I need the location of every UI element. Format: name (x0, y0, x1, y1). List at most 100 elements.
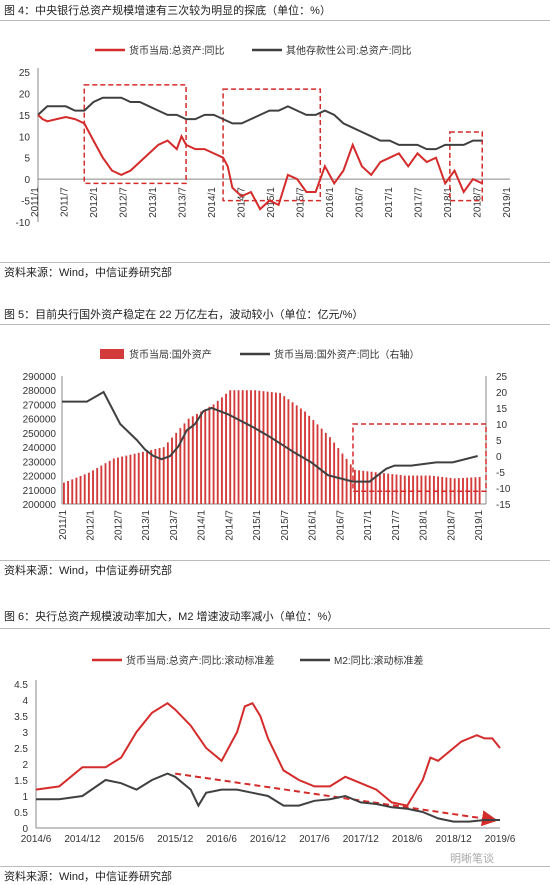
legend-label-series-2: M2:同比:滚动标准差 (334, 654, 423, 667)
bar-foreign-assets (279, 393, 282, 504)
highlight-box (222, 88, 322, 202)
bar-foreign-assets (220, 397, 223, 504)
bar-foreign-assets (137, 452, 140, 504)
x-tick-label: 2018/12 (436, 834, 473, 845)
series-line-m2-std (36, 772, 500, 823)
y2-tick-label: 25 (496, 372, 508, 383)
bar-foreign-assets (399, 475, 402, 504)
x-tick-label: 2019/6 (485, 834, 516, 845)
bar-foreign-assets (283, 396, 286, 504)
x-tick-label: 2016/7 (355, 187, 366, 218)
x-tick-label: 2019/1 (502, 187, 513, 218)
y2-tick-label: -15 (496, 500, 511, 511)
x-tick-label: 2016/1 (325, 187, 336, 218)
bar-foreign-assets (345, 458, 348, 504)
bar-foreign-assets (416, 475, 419, 504)
y-tick-label: 270000 (23, 400, 57, 411)
y2-tick-label: 10 (496, 420, 508, 431)
bar-foreign-assets (150, 449, 153, 504)
y-tick-label: 1 (22, 792, 28, 803)
legend-label-series-1: 货币当局:总资产:同比:滚动标准差 (126, 654, 274, 667)
bar-foreign-assets (374, 472, 377, 504)
y-tick-label: 2.5 (14, 744, 28, 755)
chart-fig5: 货币当局:国外资产 货币当局:国外资产:同比（右轴） 200000 210000 220… (23, 348, 511, 541)
bar-foreign-assets (333, 442, 336, 504)
bar-foreign-assets (358, 470, 361, 504)
y-tick-label: 240000 (23, 443, 57, 454)
x-tick-label: 2018/1 (443, 187, 454, 218)
bar-foreign-assets (187, 418, 190, 504)
legend-swatch-bars (100, 349, 124, 359)
legend-label-series-2: 其他存款性公司:总资产:同比 (286, 44, 412, 57)
y2-tick-label: 0 (496, 452, 502, 463)
x-tick-label: 2017/12 (343, 834, 380, 845)
y2-tick-label: 5 (496, 436, 502, 447)
bar-foreign-assets (316, 424, 319, 504)
x-tick-label: 2016/1 (308, 510, 319, 541)
x-tick-label: 2018/6 (392, 834, 423, 845)
bar-foreign-assets (462, 477, 464, 504)
bar-foreign-assets (229, 390, 232, 504)
trend-arrow (175, 772, 498, 827)
bar-foreign-assets (141, 451, 144, 504)
x-tick-label: 2012/1 (86, 510, 97, 541)
x-tick-label: 2013/7 (169, 510, 180, 541)
bar-foreign-assets (154, 449, 157, 504)
bar-foreign-assets (349, 464, 352, 504)
x-tick-label: 2013/1 (141, 510, 152, 541)
bar-foreign-assets (162, 447, 165, 504)
figure-5-bottom-rule (0, 560, 550, 561)
y-tick-label: 250000 (23, 429, 57, 440)
bar-foreign-assets (237, 390, 240, 504)
bar-foreign-assets (408, 475, 410, 504)
x-tick-label: 2012/7 (113, 510, 124, 541)
bar-foreign-assets (204, 409, 207, 504)
bar-foreign-assets (424, 475, 427, 504)
x-tick-label: 2011/1 (58, 510, 69, 540)
x-tick-label: 2015/7 (296, 187, 307, 218)
bar-foreign-assets (112, 458, 115, 504)
bar-foreign-assets (266, 391, 269, 504)
bar-foreign-assets (428, 475, 431, 504)
y2-tick-label: 15 (496, 404, 508, 415)
highlight-box (83, 84, 187, 185)
y-tick-label: 260000 (23, 415, 57, 426)
bar-foreign-assets (183, 423, 186, 504)
bar-foreign-assets (225, 393, 227, 504)
bar-foreign-assets (233, 390, 236, 504)
bar-foreign-assets (241, 390, 244, 504)
bar-foreign-assets (387, 473, 390, 504)
y2-tick-label: -5 (496, 468, 505, 479)
x-tick-label: 2017/1 (384, 187, 395, 218)
figure-6-bottom-rule (0, 866, 550, 867)
bar-foreign-assets (320, 428, 323, 504)
bar-foreign-assets (129, 454, 132, 504)
x-tick-label: 2017/1 (363, 510, 374, 541)
figure-4-source: 资料来源：Wind，中信证券研究部 (4, 267, 173, 279)
bar-foreign-assets (166, 442, 169, 504)
bar-foreign-assets (308, 415, 311, 504)
bar-foreign-assets (362, 470, 365, 504)
bar-foreign-assets (437, 476, 439, 504)
series-line-central-bank (37, 114, 483, 211)
y-tick-label: 0 (22, 824, 28, 835)
series-line-central-bank-std (35, 701, 501, 807)
bar-foreign-assets (196, 413, 198, 504)
figure-5-top-rule (0, 324, 550, 325)
bar-foreign-assets (412, 475, 415, 504)
x-tick-label: 2017/7 (414, 187, 425, 218)
bar-foreign-assets (245, 390, 248, 504)
highlight-box (449, 131, 483, 202)
bar-foreign-assets (100, 465, 103, 504)
bar-foreign-assets (179, 428, 182, 504)
y-tick-label: 10 (19, 132, 31, 143)
bar-foreign-assets (432, 476, 435, 504)
x-tick-label: 2011/7 (60, 187, 71, 217)
figure-6-caption: 图 6：央行总资产规模波动率加大，M2 增速波动率减小（单位：%） (4, 611, 339, 623)
bar-foreign-assets (275, 392, 277, 504)
bar-foreign-assets (133, 453, 136, 504)
bar-foreign-assets (324, 432, 327, 504)
y-tick-label: 290000 (23, 372, 57, 383)
x-tick-label: 2016/6 (206, 834, 237, 845)
x-tick-label: 2014/1 (207, 187, 218, 218)
